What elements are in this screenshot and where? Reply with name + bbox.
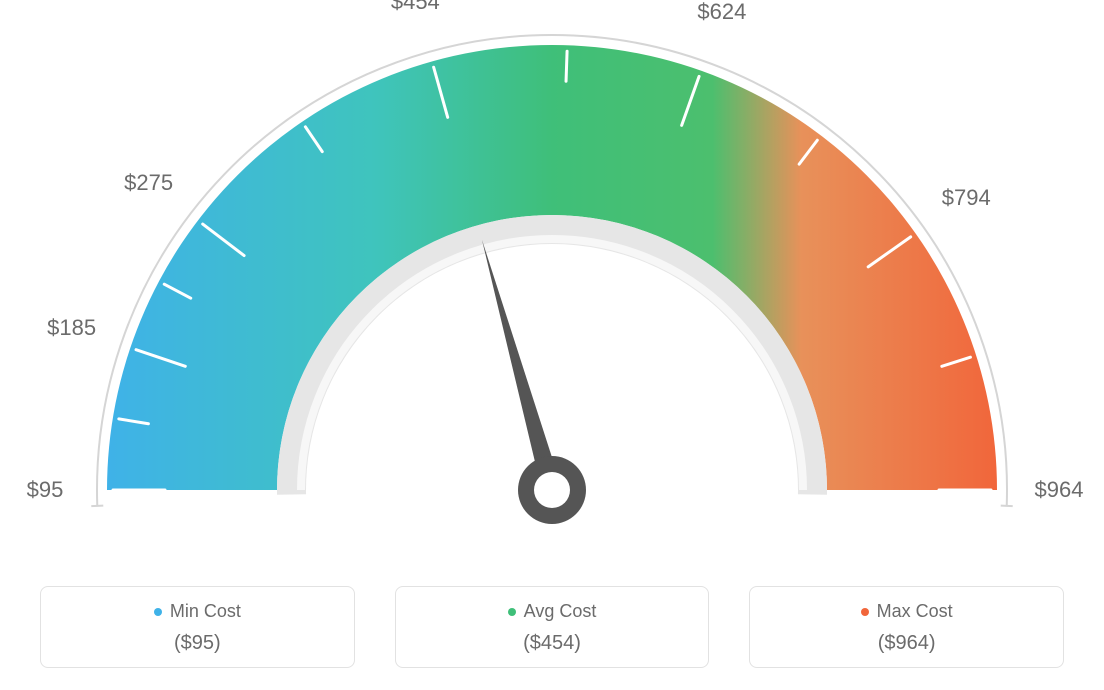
gauge-tick-label: $95 <box>27 477 64 503</box>
legend-card-max: Max Cost ($964) <box>749 586 1064 668</box>
legend-value-avg: ($454) <box>408 632 697 655</box>
legend-value-min: ($95) <box>53 632 342 655</box>
gauge-tick-label: $275 <box>124 170 173 196</box>
gauge-svg <box>0 0 1104 560</box>
gauge-tick-label: $185 <box>47 315 96 341</box>
cost-gauge: $95 $185 $275 $454 $624 $794 $964 <box>0 0 1104 560</box>
gauge-tick-label: $794 <box>942 185 991 211</box>
legend-title-avg: Avg Cost <box>508 601 597 622</box>
legend-dot-max <box>861 608 869 616</box>
legend-title-min: Min Cost <box>154 601 241 622</box>
legend-label-max: Max Cost <box>877 601 953 622</box>
legend-row: Min Cost ($95) Avg Cost ($454) Max Cost … <box>0 586 1104 668</box>
gauge-tick-label: $454 <box>391 0 440 15</box>
legend-label-avg: Avg Cost <box>524 601 597 622</box>
legend-value-max: ($964) <box>762 632 1051 655</box>
legend-card-min: Min Cost ($95) <box>40 586 355 668</box>
legend-title-max: Max Cost <box>861 601 953 622</box>
legend-card-avg: Avg Cost ($454) <box>395 586 710 668</box>
gauge-tick-label: $964 <box>1035 477 1084 503</box>
gauge-tick-label: $624 <box>697 0 746 25</box>
legend-dot-min <box>154 608 162 616</box>
legend-label-min: Min Cost <box>170 601 241 622</box>
legend-dot-avg <box>508 608 516 616</box>
